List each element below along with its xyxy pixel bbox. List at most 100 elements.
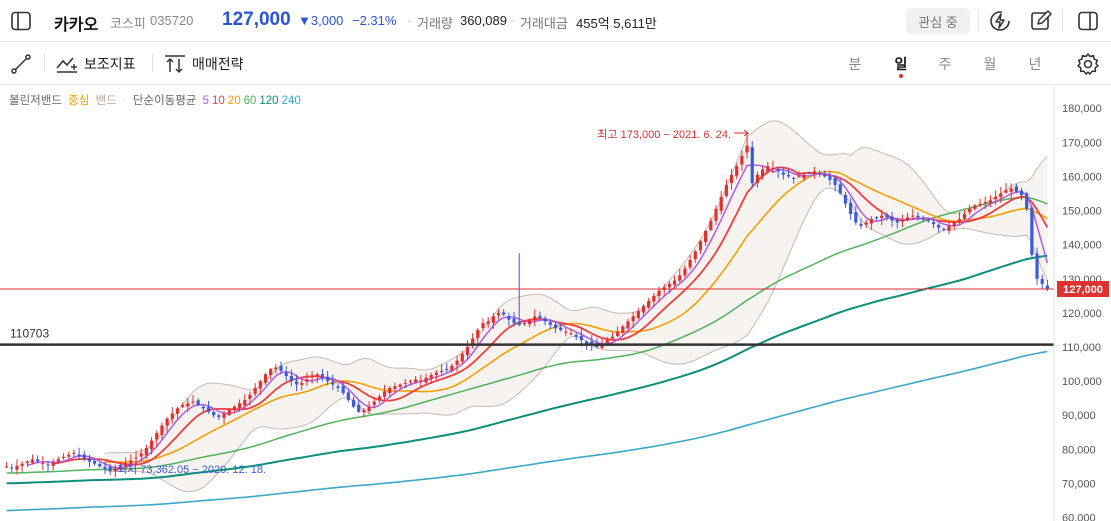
candle-body [605, 340, 609, 344]
candle-body [134, 457, 138, 459]
stock-code: 035720 [150, 13, 194, 28]
settings-icon[interactable] [1076, 52, 1100, 76]
candle-body [346, 392, 350, 400]
legend-bollinger[interactable]: 볼린저밴드 [9, 95, 62, 107]
candle-body [517, 321, 521, 325]
period-year[interactable]: 년 [1028, 56, 1042, 72]
candle-body [621, 326, 625, 333]
amount-label: 거래대금 [520, 16, 568, 31]
indicator-legend: 볼린저밴드 중심 밴드 · 단순이동평균 5 10 20 60 120 240 [9, 92, 307, 108]
sidebar-right-icon[interactable] [1076, 9, 1100, 33]
candle-body [719, 196, 723, 211]
candle-body [305, 379, 309, 382]
candle-body [698, 241, 703, 251]
candle-body [652, 295, 656, 302]
candle-body [206, 407, 211, 412]
reference-line-label: 110703 [10, 327, 49, 341]
bollinger-band-area [105, 120, 1048, 492]
candle-body [714, 208, 718, 221]
candle-body [626, 321, 630, 329]
legend-ma[interactable]: 단순이동평균 [132, 95, 197, 107]
candle-body [900, 220, 905, 222]
divider [44, 54, 45, 72]
indicator-button[interactable]: 보조지표 [56, 53, 136, 75]
candle-body [20, 463, 24, 467]
candle-body [315, 374, 319, 377]
candle-body [817, 172, 822, 174]
candle-body [755, 174, 760, 183]
candle-body [93, 461, 97, 464]
legend-ma-10: 10 [212, 95, 225, 107]
candle-body [77, 454, 81, 457]
candle-body [294, 381, 299, 385]
sidebar-left-icon[interactable] [10, 10, 32, 32]
market-label: 코스피 [110, 16, 146, 31]
candle-body [1014, 186, 1018, 192]
candle-body [641, 306, 646, 313]
candle-body [263, 374, 268, 383]
period-week[interactable]: 주 [938, 56, 952, 72]
draw-line-icon[interactable] [10, 53, 32, 75]
period-day[interactable]: 일 [894, 56, 908, 72]
candle-body [962, 213, 967, 220]
candle-body [419, 380, 423, 382]
candle-body [729, 174, 734, 184]
strategy-button[interactable]: 매매전략 [164, 53, 244, 75]
candle-body [564, 331, 568, 333]
candle-body [890, 216, 894, 221]
candle-body [978, 203, 982, 205]
ma-60-line [6, 196, 1048, 474]
candle-body [258, 381, 262, 389]
candle-body [994, 196, 998, 200]
candle-body [331, 381, 335, 385]
candle-body [678, 275, 682, 281]
candle-body [999, 193, 1003, 198]
candle-body [56, 459, 60, 462]
candle-body [398, 384, 402, 387]
edit-icon[interactable] [1029, 9, 1053, 33]
candle-body [792, 177, 796, 179]
max-price-annotation: 최고 173,000 − 2021. 6. 24. [597, 128, 731, 141]
candle-body [507, 316, 511, 320]
candle-body [450, 365, 454, 371]
candle-body [238, 403, 242, 409]
strategy-icon [164, 54, 186, 74]
period-month[interactable]: 월 [983, 56, 997, 72]
candle-body [911, 215, 915, 217]
candle-body [393, 386, 397, 389]
candle-body [983, 202, 987, 203]
period-minute[interactable]: 분 [848, 56, 862, 72]
candle-body [812, 171, 816, 175]
price-chart[interactable]: 110703 최고 173,000 − 2021. 6. 24. 최저 73,362… [0, 86, 1111, 521]
candle-body [341, 385, 345, 394]
watchlist-button[interactable]: 관심 중 [906, 8, 970, 34]
price-change: ▼3,000 [298, 13, 344, 28]
candle-body [408, 381, 413, 383]
candle-body [445, 369, 449, 371]
candle-body [30, 459, 35, 463]
candle-body [750, 147, 754, 184]
lightning-icon[interactable] [988, 9, 1012, 33]
candle-body [931, 222, 936, 225]
candle-body [155, 432, 159, 440]
ma-120-line [6, 254, 1048, 485]
active-period-dot [899, 74, 903, 78]
candle-body [87, 458, 92, 462]
separator-dot: · [122, 95, 127, 107]
y-tick-label: 110,000 [1062, 342, 1101, 354]
candle-body [916, 215, 920, 218]
separator-dot: · [510, 13, 515, 28]
candle-body [67, 454, 71, 457]
y-tick-label: 140,000 [1062, 240, 1102, 252]
candle-body [683, 268, 687, 276]
candle-body [160, 425, 164, 435]
candle-body [72, 452, 76, 454]
candle-body [165, 418, 169, 426]
candle-body [1035, 253, 1039, 279]
y-tick-label: 150,000 [1062, 206, 1102, 218]
candle-body [46, 464, 50, 466]
candle-body [647, 300, 651, 308]
y-tick-label: 70,000 [1062, 478, 1096, 490]
candle-body [201, 406, 205, 409]
candle-body [854, 212, 858, 223]
